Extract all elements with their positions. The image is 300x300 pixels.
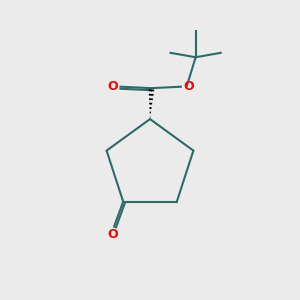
Text: O: O	[107, 228, 118, 241]
Text: O: O	[184, 80, 194, 93]
Text: O: O	[107, 80, 118, 93]
